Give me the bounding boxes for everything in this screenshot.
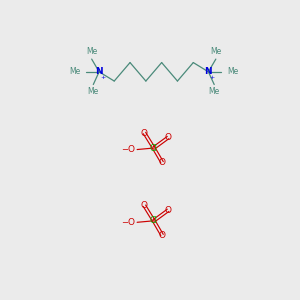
Text: Me: Me <box>88 87 99 96</box>
Text: +: + <box>209 75 215 80</box>
Text: O: O <box>128 218 135 227</box>
Text: O: O <box>159 158 166 167</box>
Text: +: + <box>100 75 106 80</box>
Text: O: O <box>141 128 148 137</box>
Text: O: O <box>165 206 172 215</box>
Text: O: O <box>165 133 172 142</box>
Text: Me: Me <box>86 47 97 56</box>
Text: Cl: Cl <box>150 216 158 225</box>
Text: N: N <box>95 67 103 76</box>
Text: Me: Me <box>208 87 220 96</box>
Text: Me: Me <box>210 47 221 56</box>
Text: Cl: Cl <box>150 143 158 152</box>
Text: −: − <box>121 218 128 227</box>
Text: N: N <box>205 67 212 76</box>
Text: O: O <box>159 231 166 240</box>
Text: −: − <box>121 145 128 154</box>
Text: O: O <box>141 201 148 210</box>
Text: Me: Me <box>69 67 80 76</box>
Text: O: O <box>128 145 135 154</box>
Text: Me: Me <box>227 67 238 76</box>
